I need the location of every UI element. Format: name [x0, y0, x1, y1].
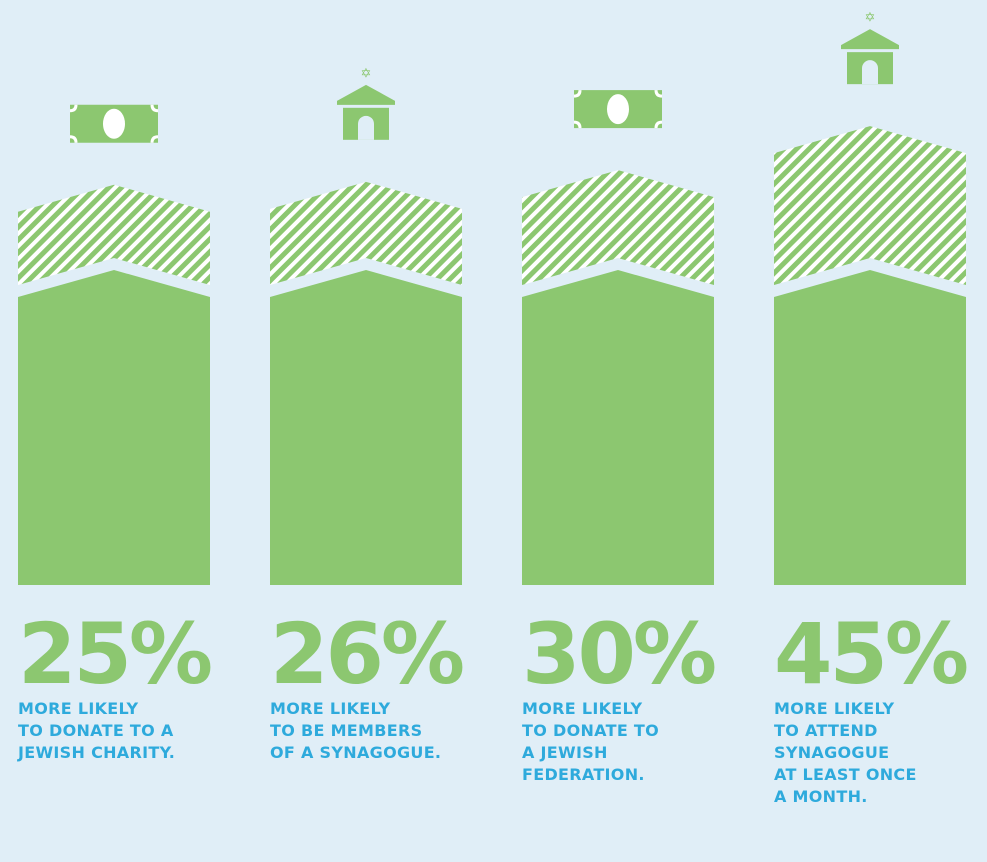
value-label: 25%: [18, 605, 211, 703]
bar-base: [270, 270, 462, 585]
category-label: MORE LIKELY TO DONATE TO A JEWISH FEDERA…: [522, 699, 660, 784]
roof: [337, 84, 395, 105]
value-label: 45%: [774, 605, 967, 703]
bar-base: [774, 270, 966, 585]
bill-corner: [69, 104, 78, 113]
synagogue-icon: ✡: [841, 11, 899, 85]
category-label: MORE LIKELY TO DONATE TO A JEWISH CHARIT…: [18, 699, 176, 762]
star: ✡: [361, 66, 372, 81]
bar: [774, 126, 966, 286]
synagogue-icon: ✡: [337, 66, 395, 140]
bill-corner: [654, 90, 663, 98]
bill-corner: [573, 90, 582, 98]
bill-corner: [150, 104, 159, 113]
value-label: 26%: [270, 605, 463, 703]
category-label: MORE LIKELY TO ATTEND SYNAGOGUE AT LEAST…: [774, 699, 917, 806]
money-icon: [69, 104, 159, 143]
bar: [18, 184, 210, 285]
bar: [522, 170, 714, 285]
bill-corner: [150, 135, 159, 143]
bar-base: [18, 270, 210, 585]
bill-center: [607, 94, 629, 125]
value-label: 30%: [522, 605, 715, 703]
category-label: MORE LIKELY TO BE MEMBERS OF A SYNAGOGUE…: [270, 699, 442, 762]
bar: [270, 181, 462, 285]
bill-corner: [573, 120, 582, 129]
door: [862, 60, 878, 85]
door: [358, 115, 374, 140]
star: ✡: [865, 11, 876, 26]
bill-center: [103, 108, 125, 139]
bill-corner: [69, 135, 78, 143]
bill-corner: [654, 120, 663, 129]
bar-base: [522, 270, 714, 585]
money-icon: [573, 90, 663, 129]
roof: [841, 29, 899, 50]
